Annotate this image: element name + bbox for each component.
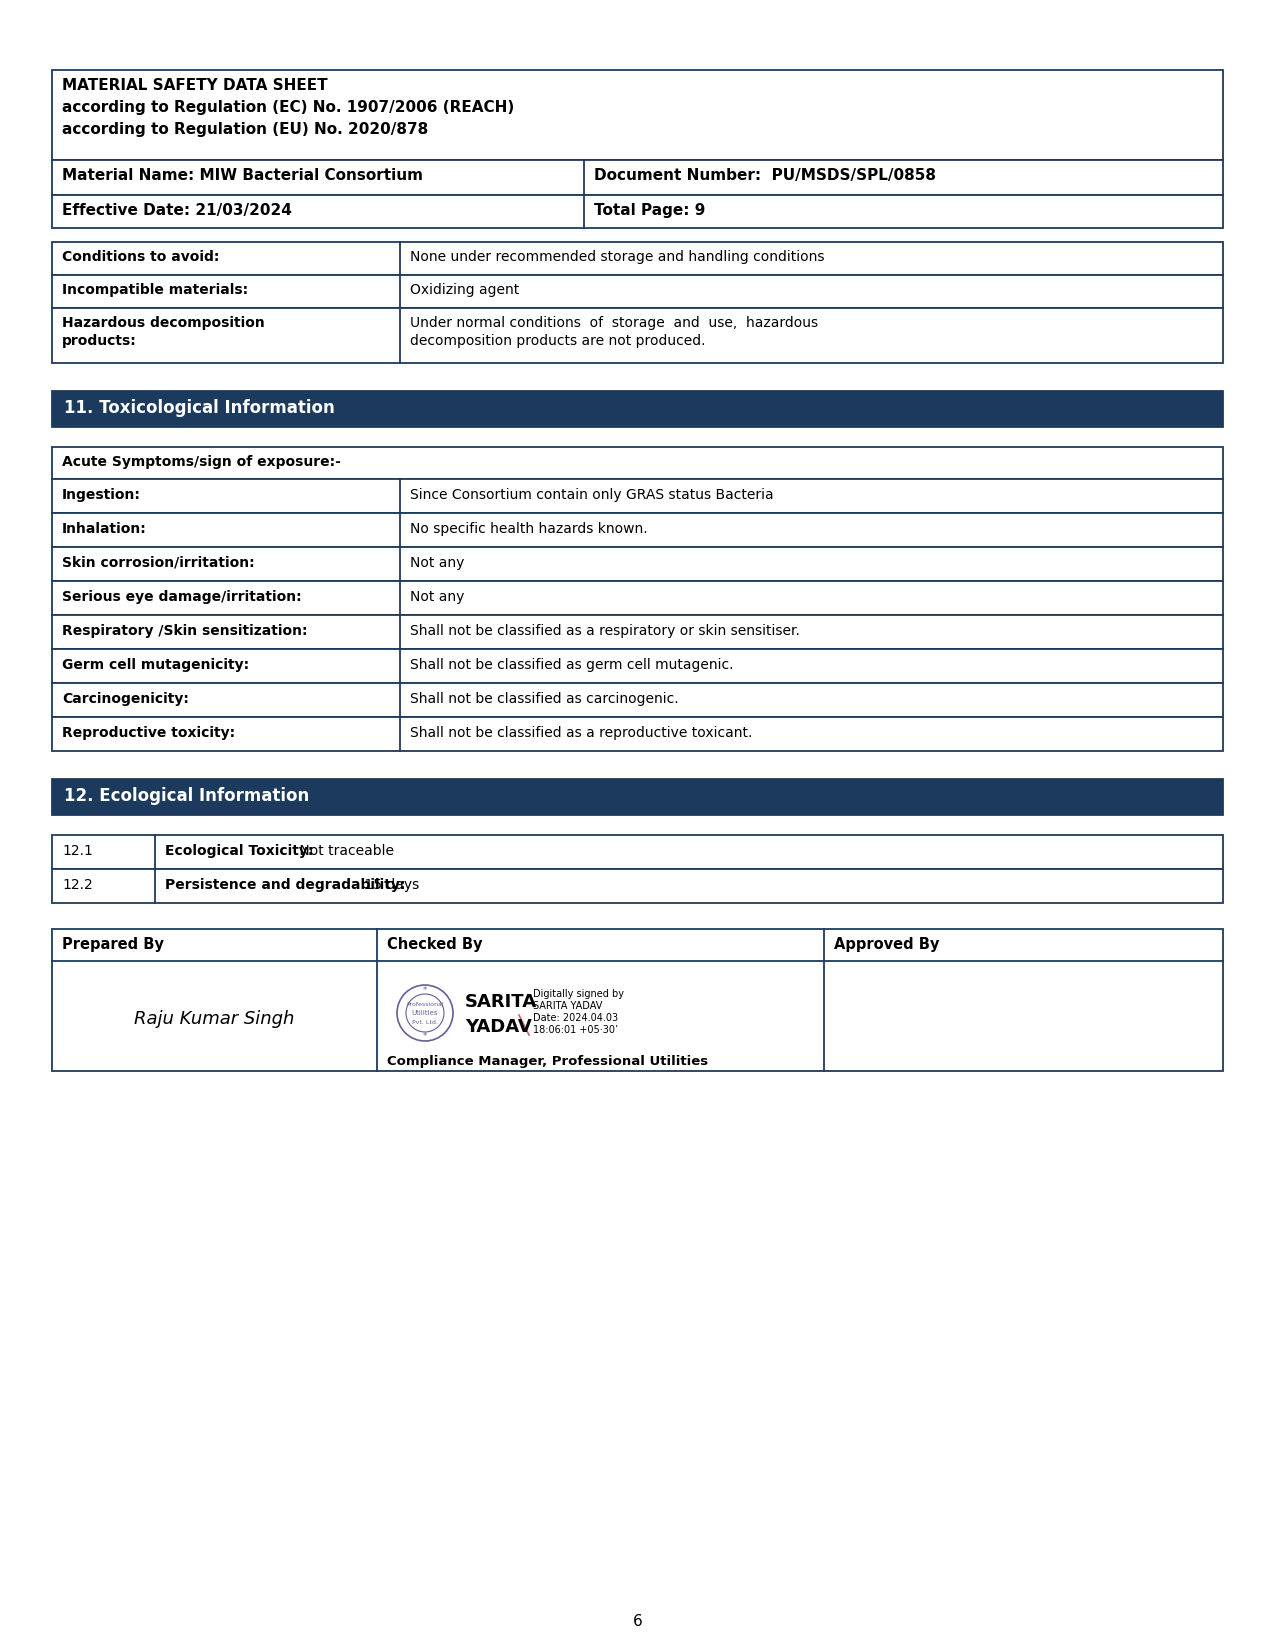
Bar: [52, 648, 1223, 683]
Text: Not traceable: Not traceable: [295, 845, 394, 858]
Text: Professional: Professional: [407, 1002, 444, 1006]
Text: Approved By: Approved By: [834, 937, 940, 952]
Bar: [52, 447, 1223, 478]
Text: Hazardous decomposition: Hazardous decomposition: [62, 317, 265, 330]
Text: Prepared By: Prepared By: [62, 937, 164, 952]
Text: Persistence and degradability:: Persistence and degradability:: [164, 878, 405, 893]
Text: Shall not be classified as carcinogenic.: Shall not be classified as carcinogenic.: [411, 691, 678, 706]
Text: Acute Symptoms/sign of exposure:-: Acute Symptoms/sign of exposure:-: [62, 455, 340, 469]
Bar: [52, 581, 1223, 615]
Text: Serious eye damage/irritation:: Serious eye damage/irritation:: [62, 591, 302, 604]
Bar: [52, 195, 1223, 228]
Bar: [52, 615, 1223, 648]
Text: Ecological Toxicity:: Ecological Toxicity:: [164, 845, 314, 858]
Text: *: *: [423, 1031, 427, 1041]
Bar: [52, 160, 1223, 195]
Text: Skin corrosion/irritation:: Skin corrosion/irritation:: [62, 556, 255, 569]
Text: products:: products:: [62, 333, 136, 348]
Text: according to Regulation (EU) No. 2020/878: according to Regulation (EU) No. 2020/87…: [62, 122, 428, 137]
Text: *: *: [423, 985, 427, 995]
Text: 11. Toxicological Information: 11. Toxicological Information: [64, 399, 335, 417]
Text: Digitally signed by: Digitally signed by: [533, 988, 623, 998]
Text: SARITA: SARITA: [465, 993, 537, 1011]
Text: Date: 2024.04.03: Date: 2024.04.03: [533, 1013, 618, 1023]
Text: Raju Kumar Singh: Raju Kumar Singh: [134, 1010, 295, 1028]
Text: 12.1: 12.1: [62, 845, 93, 858]
Text: Shall not be classified as a respiratory or skin sensitiser.: Shall not be classified as a respiratory…: [411, 624, 799, 639]
Bar: [52, 683, 1223, 718]
Bar: [52, 276, 1223, 309]
Text: Since Consortium contain only GRAS status Bacteria: Since Consortium contain only GRAS statu…: [411, 488, 774, 502]
Text: Reproductive toxicity:: Reproductive toxicity:: [62, 726, 235, 739]
Text: Not any: Not any: [411, 556, 464, 569]
Bar: [52, 870, 1223, 903]
Text: Effective Date: 21/03/2024: Effective Date: 21/03/2024: [62, 203, 292, 218]
Text: 18:06:01 +05‧30’: 18:06:01 +05‧30’: [533, 1025, 618, 1035]
Text: 6: 6: [632, 1614, 643, 1630]
Text: Utilities: Utilities: [412, 1010, 439, 1016]
Text: MATERIAL SAFETY DATA SHEET: MATERIAL SAFETY DATA SHEET: [62, 78, 328, 92]
Text: Checked By: Checked By: [388, 937, 482, 952]
Text: SARITA YADAV: SARITA YADAV: [533, 1002, 602, 1011]
Text: Oxidizing agent: Oxidizing agent: [411, 284, 519, 297]
Text: decomposition products are not produced.: decomposition products are not produced.: [411, 333, 705, 348]
Text: 15 days: 15 days: [360, 878, 419, 893]
Bar: [52, 779, 1223, 815]
Text: Inhalation:: Inhalation:: [62, 521, 147, 536]
Text: Incompatible materials:: Incompatible materials:: [62, 284, 249, 297]
Bar: [52, 718, 1223, 751]
Text: 12.2: 12.2: [62, 878, 93, 893]
Text: Carcinogenicity:: Carcinogenicity:: [62, 691, 189, 706]
Bar: [52, 391, 1223, 427]
Bar: [52, 929, 1223, 1071]
Text: according to Regulation (EC) No. 1907/2006 (REACH): according to Regulation (EC) No. 1907/20…: [62, 101, 514, 116]
Text: Material Name: MIW Bacterial Consortium: Material Name: MIW Bacterial Consortium: [62, 168, 423, 183]
Text: Germ cell mutagenicity:: Germ cell mutagenicity:: [62, 658, 249, 672]
Text: Pvt. Ltd.: Pvt. Ltd.: [412, 1020, 437, 1025]
Bar: [52, 309, 1223, 363]
Text: Shall not be classified as germ cell mutagenic.: Shall not be classified as germ cell mut…: [411, 658, 733, 672]
Text: 12. Ecological Information: 12. Ecological Information: [64, 787, 310, 805]
Text: Conditions to avoid:: Conditions to avoid:: [62, 251, 219, 264]
Bar: [52, 835, 1223, 870]
Text: YADAV: YADAV: [465, 1018, 532, 1036]
Bar: [52, 243, 1223, 276]
Text: Shall not be classified as a reproductive toxicant.: Shall not be classified as a reproductiv…: [411, 726, 752, 739]
Text: Ingestion:: Ingestion:: [62, 488, 140, 502]
Text: No specific health hazards known.: No specific health hazards known.: [411, 521, 648, 536]
Text: Under normal conditions  of  storage  and  use,  hazardous: Under normal conditions of storage and u…: [411, 317, 819, 330]
Text: Total Page: 9: Total Page: 9: [594, 203, 705, 218]
Text: None under recommended storage and handling conditions: None under recommended storage and handl…: [411, 251, 825, 264]
Text: Not any: Not any: [411, 591, 464, 604]
Bar: [52, 69, 1223, 160]
Text: Compliance Manager, Professional Utilities: Compliance Manager, Professional Utiliti…: [388, 1054, 708, 1068]
Bar: [52, 548, 1223, 581]
Text: Document Number:  PU/MSDS/SPL/0858: Document Number: PU/MSDS/SPL/0858: [594, 168, 936, 183]
Text: Respiratory /Skin sensitization:: Respiratory /Skin sensitization:: [62, 624, 307, 639]
Bar: [52, 513, 1223, 548]
Bar: [52, 478, 1223, 513]
